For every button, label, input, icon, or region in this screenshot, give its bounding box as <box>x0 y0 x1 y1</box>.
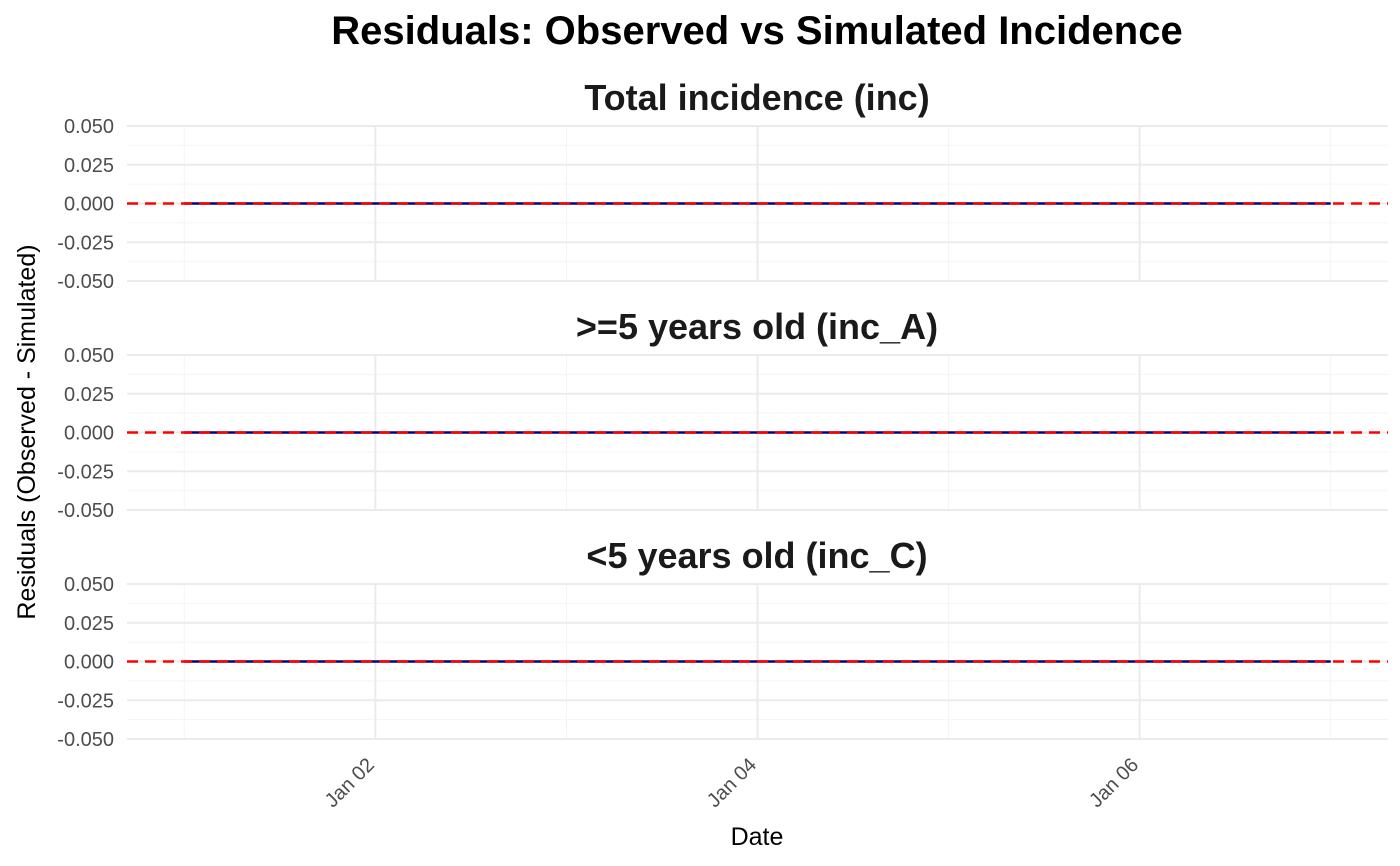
facet-panel: Total incidence (inc) 0.050 0.025 0.000 -0.0… <box>57 77 1388 293</box>
y-tick-label: -0.025 <box>57 461 114 483</box>
y-tick-label: 0.000 <box>64 194 114 216</box>
y-tick-label: 0.000 <box>64 423 114 445</box>
x-tick-label: Jan 06 <box>1085 754 1143 812</box>
y-tick-label: 0.025 <box>64 384 114 406</box>
facet-title: >=5 years old (inc_A) <box>576 306 938 347</box>
y-tick-label: 0.025 <box>64 155 114 177</box>
y-tick-label: -0.050 <box>57 500 114 522</box>
x-tick-label: Jan 04 <box>703 754 761 812</box>
y-tick-label: 0.050 <box>64 345 114 367</box>
facet-panel: >=5 years old (inc_A) 0.050 0.025 0.000 -0.0… <box>57 306 1388 522</box>
y-tick-label: -0.025 <box>57 690 114 712</box>
y-axis-title: Residuals (Observed - Simulated) <box>13 244 41 619</box>
y-tick-label: 0.000 <box>64 652 114 674</box>
y-tick-label: -0.050 <box>57 729 114 751</box>
facet-panel: <5 years old (inc_C) 0.050 0.025 0.000 -0.02… <box>57 535 1388 751</box>
y-tick-label: 0.025 <box>64 613 114 635</box>
facet-panels: Total incidence (inc) 0.050 0.025 0.000 -0.0… <box>57 77 1388 751</box>
chart-title: Residuals: Observed vs Simulated Inciden… <box>331 9 1182 53</box>
y-tick-label: -0.025 <box>57 232 114 254</box>
x-axis-title: Date <box>731 823 784 851</box>
y-tick-label: 0.050 <box>64 116 114 138</box>
x-axis-ticks: Jan 02 Jan 04 Jan 06 <box>321 754 1143 812</box>
y-tick-label: -0.050 <box>57 271 114 293</box>
facet-title: Total incidence (inc) <box>584 77 929 118</box>
facet-title: <5 years old (inc_C) <box>586 535 927 576</box>
y-tick-label: 0.050 <box>64 574 114 596</box>
x-tick-label: Jan 02 <box>321 754 379 812</box>
